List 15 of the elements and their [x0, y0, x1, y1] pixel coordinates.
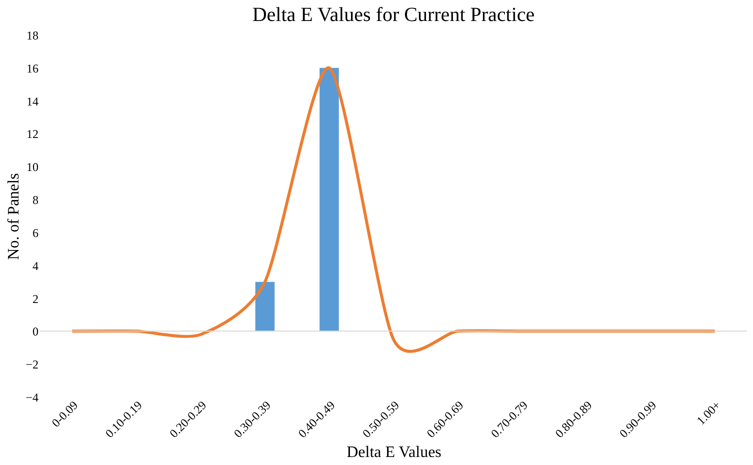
y-tick-label: 12 — [26, 127, 38, 142]
y-tick-label: 8 — [32, 193, 38, 208]
y-tick-label: 10 — [26, 160, 38, 174]
y-tick-label: −2 — [26, 358, 38, 372]
y-tick-label: 14 — [26, 94, 38, 108]
x-axis-title: Delta E Values — [346, 444, 442, 461]
y-tick-label: 18 — [26, 28, 38, 42]
y-tick-label: 2 — [32, 292, 38, 306]
y-tick-label: 0 — [32, 324, 38, 339]
y-tick-label: 6 — [32, 226, 38, 240]
y-axis-title: No. of Panels — [6, 173, 23, 260]
y-tick-label: 16 — [26, 61, 38, 76]
y-tick-label: 4 — [32, 258, 38, 273]
chart-title: Delta E Values for Current Practice — [252, 4, 535, 26]
y-tick-label: −4 — [26, 390, 38, 404]
